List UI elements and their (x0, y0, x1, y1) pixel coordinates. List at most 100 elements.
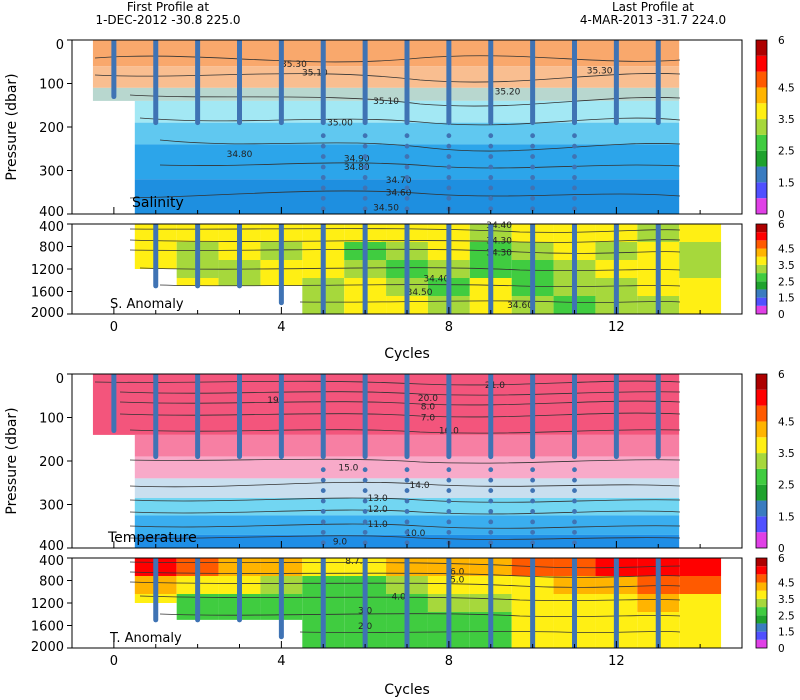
profile-point (362, 488, 368, 493)
temperature-anomaly-field (134, 558, 722, 648)
colorbar-segment (756, 405, 767, 422)
profile-point (572, 206, 577, 212)
profile-point (530, 206, 536, 212)
profile-point (572, 498, 577, 504)
profile-point (572, 164, 577, 170)
profile-point (362, 477, 368, 483)
profile-point (572, 529, 577, 535)
colorbar-tick-label: 6 (778, 35, 785, 47)
profile-point (530, 143, 536, 149)
profile-point (446, 195, 452, 201)
colorbar-frame (755, 373, 768, 549)
profile-point (362, 133, 368, 139)
colorbar-segment (756, 232, 767, 241)
colorbar-tick-label: 1.5 (778, 293, 795, 305)
profile-point (320, 206, 326, 212)
profile-point (488, 185, 494, 191)
profile-point (404, 540, 410, 546)
last-profile-label: Last Profile at (612, 0, 694, 14)
profile-point (488, 498, 494, 504)
colorbar-tick-label: 2.5 (778, 610, 795, 622)
profile-point (446, 509, 452, 514)
contour-label: 15.0 (338, 464, 358, 474)
contour-label: 34.60 (507, 301, 533, 311)
profile-point (362, 529, 368, 535)
anomaly-cell (679, 594, 722, 612)
profile-point (572, 467, 577, 473)
salinity-y-axis-label: Pressure (dbar) (4, 73, 20, 180)
contour-label: 12.0 (368, 505, 388, 515)
colorbar-segment (756, 240, 767, 249)
temperature-contours (94, 380, 681, 540)
profile-point (488, 195, 494, 201)
profile-point (488, 143, 494, 149)
colorbar-segment (756, 264, 767, 274)
profile-point (530, 529, 536, 535)
temperature-y-ticks: 0 100 200 300 400 (39, 372, 72, 554)
profile-point (404, 154, 410, 159)
colorbar-segment (756, 437, 767, 454)
profile-point (530, 488, 536, 493)
salinity-y-ticks: 0 100 200 300 400 (39, 38, 72, 220)
profile-point (572, 133, 577, 139)
profile-point (488, 154, 494, 159)
profile-point (446, 488, 452, 493)
colorbar-segment (756, 558, 767, 567)
y-tick-label: 0 (56, 372, 64, 387)
profile-point (446, 519, 452, 525)
y-tick-label: 1200 (31, 597, 64, 612)
y-tick-label: 800 (39, 241, 64, 256)
profile-point (446, 154, 452, 159)
contour-label: 5.0 (450, 575, 465, 585)
colorbar-segment (756, 623, 767, 632)
temperature-panel: 21.020.0198.07.016.015.014.013.012.011.0… (4, 369, 795, 555)
colorbar-segment (756, 273, 767, 282)
y-tick-label: 2000 (31, 306, 64, 321)
colorbar-segment (756, 532, 767, 548)
profile-point (572, 509, 577, 514)
profile-point (446, 143, 452, 149)
profile-point (572, 519, 577, 525)
profile-point (362, 154, 368, 159)
colorbar-segment (756, 305, 767, 314)
first-profile-label: First Profile at (127, 0, 210, 14)
profile-point (362, 206, 368, 212)
temperature-y-axis-label: Pressure (dbar) (4, 407, 20, 514)
contour-label: 34.50 (373, 203, 399, 213)
profile-point (488, 206, 494, 212)
colorbar-tick-label: 3.5 (778, 448, 795, 460)
anomaly-cell (679, 242, 722, 260)
contour-label: 35.30 (587, 66, 613, 76)
salinity-anomaly-panel: 34.40 34.30 34.30 34.40 34.50 34.60 400 800 120… (31, 219, 795, 321)
profile-point (530, 540, 536, 546)
salinity-contours (94, 55, 681, 199)
x-tick-labels-top: 0 4 8 12 (110, 320, 625, 335)
colorbar-tick-label: 0 (778, 209, 785, 221)
colorbar-tick-label: 3.5 (778, 594, 795, 606)
profile-point (404, 164, 410, 170)
profile-point (404, 519, 410, 525)
profile-point (488, 519, 494, 525)
profile-point (446, 133, 452, 139)
profile-point (572, 488, 577, 493)
profile-point (362, 195, 368, 201)
colorbar-segment (756, 615, 767, 624)
colorbar-segment (756, 582, 767, 591)
contour-label: 19 (267, 396, 279, 406)
salinity-anomaly-contour-labels: 34.40 34.30 34.30 34.40 34.50 34.60 (407, 221, 534, 311)
colorbar-tick-label: 6 (778, 369, 785, 381)
colorbar-tick-label: 4.5 (778, 416, 795, 428)
profile-point (404, 498, 410, 504)
profile-point (488, 467, 494, 473)
field-band (134, 497, 680, 516)
field-band (134, 144, 680, 180)
profile-point (362, 467, 368, 473)
colorbar-tick-label: 6 (778, 219, 785, 231)
profile-point (320, 195, 326, 201)
contour-label: 35.00 (327, 119, 353, 129)
temperature-anomaly-profile-markers (153, 558, 661, 648)
colorbar-segment (756, 256, 767, 265)
colorbar-segment (756, 631, 767, 640)
profile-point (572, 477, 577, 483)
colorbar-tick-label: 0 (778, 309, 785, 321)
